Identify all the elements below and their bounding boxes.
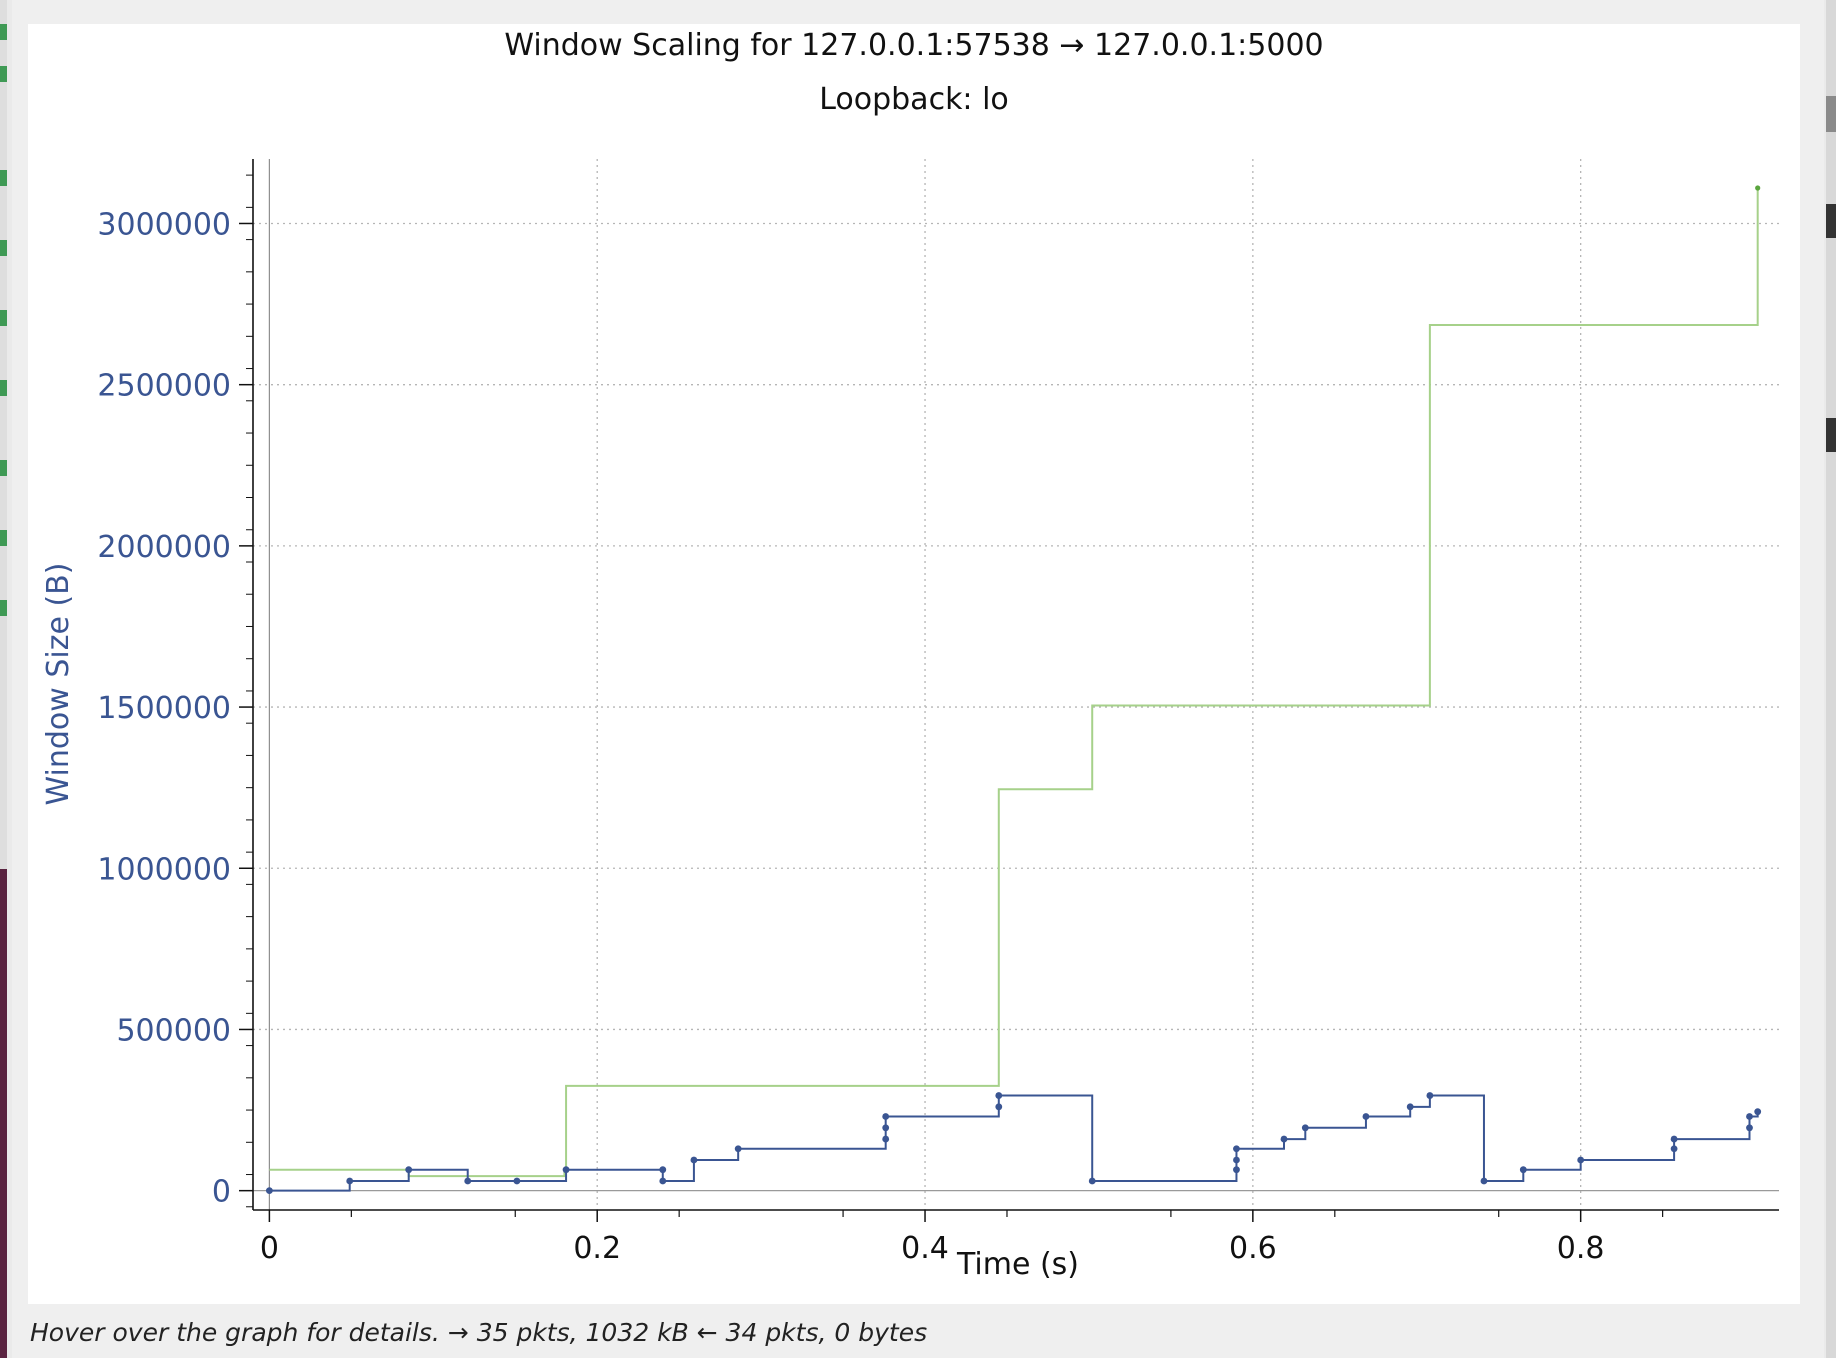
series-line-0 — [269, 188, 1759, 1178]
grid-layer — [253, 159, 1779, 1210]
data-point — [1480, 1177, 1488, 1185]
edge-mark — [0, 530, 7, 546]
data-point — [346, 1177, 354, 1185]
data-point — [1577, 1156, 1585, 1164]
edge-mark — [0, 310, 7, 326]
data-point — [882, 1135, 890, 1143]
left-window-edge — [0, 0, 7, 1358]
data-point — [1233, 1166, 1240, 1174]
edge-bar — [1826, 418, 1836, 452]
right-window-edge — [1826, 0, 1836, 1358]
y-tick-label: 2500000 — [97, 369, 231, 404]
data-point — [1426, 1092, 1434, 1099]
data-point — [405, 1166, 413, 1174]
axes-layer: 0 0.2 0.4 0.6 0.8 0 500000 1000000 1500000 200000… — [97, 159, 1779, 1266]
x-axis-label: Time (s) — [956, 1247, 1079, 1282]
data-point — [464, 1177, 472, 1185]
edge-bar — [1826, 96, 1836, 132]
y-tick-label: 500000 — [116, 1013, 231, 1048]
status-bar-text: Hover over the graph for details. → 35 p… — [30, 1318, 928, 1347]
y-tick-label: 1000000 — [97, 852, 231, 887]
y-axis-label: Window Size (B) — [41, 563, 76, 806]
data-point — [659, 1177, 667, 1185]
graph-window: Window Scaling for 127.0.0.1:57538 → 127… — [12, 0, 1824, 1358]
x-tick-label: 0.6 — [1229, 1231, 1277, 1266]
data-point — [1754, 1108, 1762, 1116]
data-point — [1362, 1113, 1370, 1120]
data-point — [1406, 1103, 1414, 1111]
edge-mark — [0, 240, 7, 256]
data-point — [1746, 1113, 1753, 1120]
data-point — [1670, 1145, 1678, 1153]
data-point — [265, 1187, 273, 1195]
data-point — [882, 1124, 890, 1132]
y-tick-label: 2000000 — [97, 530, 231, 565]
edge-mark — [0, 380, 7, 396]
edge-mark — [0, 24, 7, 40]
x-tick-label: 0.4 — [901, 1231, 949, 1266]
edge-mark — [0, 460, 7, 476]
window-scaling-chart[interactable]: Window Scaling for 127.0.0.1:57538 → 127… — [28, 24, 1800, 1304]
data-point — [734, 1145, 742, 1153]
data-point — [995, 1103, 1003, 1111]
series-end-point — [1755, 185, 1761, 191]
data-point — [882, 1113, 890, 1120]
series-layer — [265, 185, 1762, 1195]
data-point — [1301, 1124, 1309, 1132]
edge-mark — [0, 170, 7, 186]
data-point — [995, 1092, 1003, 1099]
chart-title: Window Scaling for 127.0.0.1:57538 → 127… — [504, 28, 1323, 63]
data-point — [1746, 1124, 1753, 1132]
data-point — [1519, 1166, 1527, 1174]
edge-mark — [0, 66, 7, 82]
data-point — [1280, 1135, 1288, 1143]
data-point — [1670, 1135, 1678, 1143]
chart-subtitle: Loopback: lo — [819, 82, 1009, 117]
edge-bar — [1826, 204, 1836, 238]
y-tick-label: 1500000 — [97, 691, 231, 726]
x-tick-label: 0 — [260, 1231, 279, 1266]
data-point — [690, 1156, 698, 1164]
y-tick-label: 0 — [212, 1175, 231, 1210]
plot-panel[interactable]: Window Scaling for 127.0.0.1:57538 → 127… — [28, 24, 1800, 1304]
x-tick-label: 0.2 — [573, 1231, 621, 1266]
data-point — [1233, 1145, 1240, 1153]
x-tick-label: 0.8 — [1557, 1231, 1605, 1266]
data-point — [1088, 1177, 1096, 1185]
data-point — [513, 1177, 521, 1185]
data-point — [1233, 1156, 1240, 1164]
edge-mark — [0, 600, 7, 616]
y-tick-label: 3000000 — [97, 207, 231, 242]
data-point — [659, 1166, 667, 1174]
data-point — [562, 1166, 570, 1174]
